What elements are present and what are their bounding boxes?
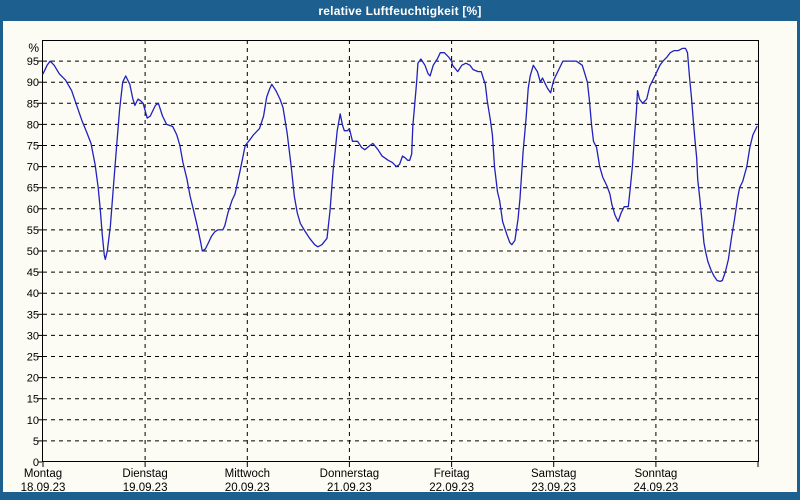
y-tick-label: 60	[27, 204, 39, 216]
x-date-label: 23.09.23	[531, 482, 576, 492]
x-day-label: Montag	[24, 468, 62, 480]
x-date-label: 22.09.23	[429, 482, 474, 492]
x-date-label: 24.09.23	[634, 482, 679, 492]
y-tick-label: 5	[33, 436, 39, 448]
x-day-label: Mittwoch	[225, 468, 270, 480]
x-day-label: Freitag	[434, 468, 470, 480]
x-date-label: 21.09.23	[327, 482, 372, 492]
y-tick-label: 55	[27, 225, 39, 237]
y-tick-label: 90	[27, 77, 39, 89]
y-tick-label: 95	[27, 56, 39, 68]
y-tick-label: 40	[27, 288, 39, 300]
y-axis-unit-label: %	[28, 41, 39, 55]
x-day-label: Samstag	[531, 468, 576, 480]
x-date-label: 20.09.23	[225, 482, 270, 492]
y-tick-label: 85	[27, 98, 39, 110]
y-tick-label: 80	[27, 119, 39, 131]
window-title: relative Luftfeuchtigkeit [%]	[318, 3, 482, 18]
y-tick-label: 10	[27, 415, 39, 427]
humidity-chart-canvas: 95908580757065605550454035302520151050%M…	[21, 40, 759, 492]
x-date-label: 19.09.23	[123, 482, 168, 492]
y-tick-label: 35	[27, 309, 39, 321]
x-day-label: Sonntag	[634, 468, 677, 480]
y-tick-label: 0	[33, 457, 39, 469]
y-tick-label: 65	[27, 183, 39, 195]
x-date-label: 18.09.23	[21, 482, 66, 492]
plot-border	[42, 40, 759, 462]
y-tick-label: 20	[27, 373, 39, 385]
title-bar: relative Luftfeuchtigkeit [%]	[0, 0, 800, 21]
y-tick-label: 15	[27, 394, 39, 406]
x-day-label: Dienstag	[122, 468, 167, 480]
y-tick-label: 45	[27, 267, 39, 279]
humidity-line	[42, 47, 758, 283]
x-day-label: Donnerstag	[320, 468, 379, 480]
y-tick-label: 25	[27, 352, 39, 364]
chart-area: 95 90 85 80 75 70 65 60 55 50 45 40 35 30 25 20 15 10 5 0% M…	[3, 21, 797, 492]
y-tick-label: 75	[27, 141, 39, 153]
y-tick-label: 30	[27, 330, 39, 342]
y-tick-label: 50	[27, 246, 39, 258]
y-tick-label: 70	[27, 162, 39, 174]
